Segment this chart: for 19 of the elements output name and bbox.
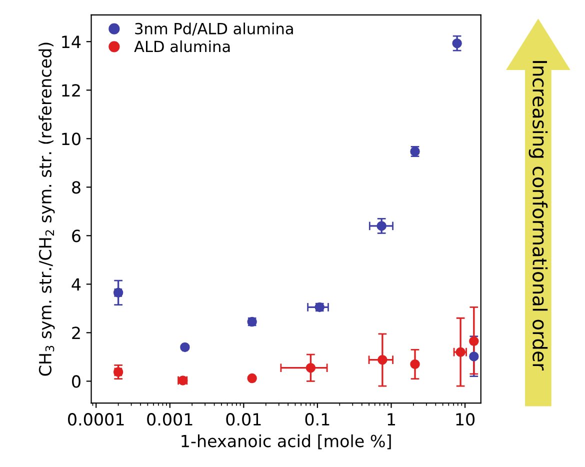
- x-axis-title: 1-hexanoic acid [mole %]: [182, 434, 391, 450]
- x-tick-label: 1: [388, 413, 395, 426]
- y-tick-label: 2: [72, 326, 80, 340]
- y-tick-label: 10: [62, 132, 80, 146]
- y-tick-label: 14: [62, 36, 81, 48]
- x-tick-label: 0.01: [226, 413, 261, 426]
- legend-label: 3nm Pd/ALD alumina: [135, 22, 293, 36]
- x-tick-label: 0.0001: [68, 413, 124, 426]
- y-tick-label: 8: [72, 181, 80, 194]
- x-tick-label: 10: [456, 413, 475, 426]
- y-axis-title: CH$_{3}$ sym. str./CH$_{2}$ sym. str. (referenced): [38, 42, 55, 376]
- y-tick-label: 12: [62, 84, 80, 96]
- legend-label: ALD alumina: [134, 40, 230, 52]
- x-tick-label: 0.1: [305, 413, 330, 426]
- y-tick-label: 6: [72, 230, 80, 242]
- y-tick-label: 4: [72, 278, 81, 291]
- x-tick-label: 0.001: [147, 413, 192, 426]
- y-tick-label: 0: [72, 375, 80, 388]
- text: Increasing conformational order: [528, 61, 548, 370]
